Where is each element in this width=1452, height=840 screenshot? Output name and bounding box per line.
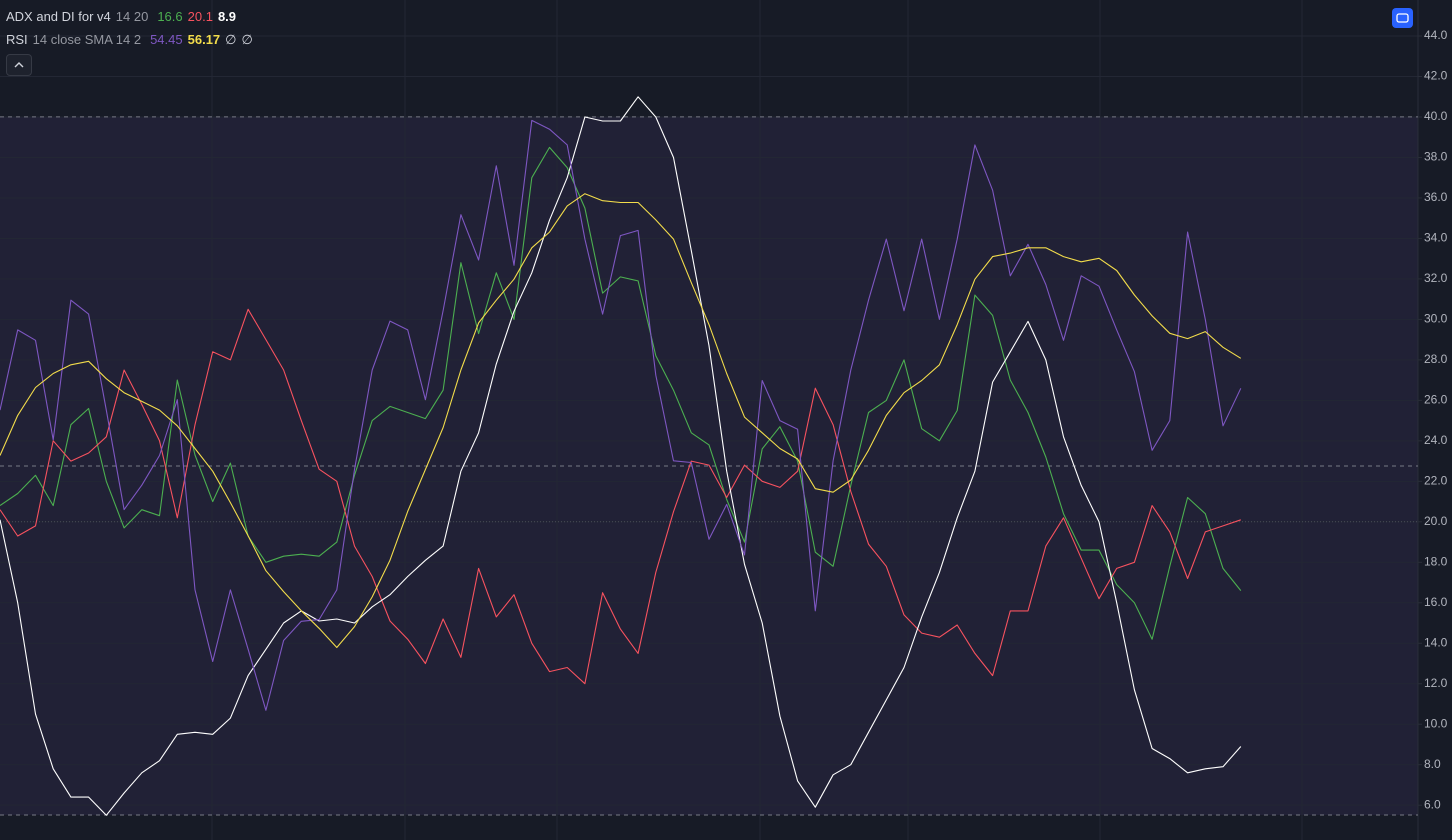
y-tick-label: 26.0 bbox=[1424, 393, 1448, 407]
indicator-name: ADX and DI for v4 bbox=[6, 9, 111, 24]
readout-value: 16.6 bbox=[157, 9, 183, 24]
readout-extra: ∅ bbox=[241, 32, 253, 47]
y-tick-label: 40.0 bbox=[1424, 109, 1448, 123]
y-tick-label: 12.0 bbox=[1424, 676, 1448, 690]
y-tick-label: 22.0 bbox=[1424, 474, 1448, 488]
series-line bbox=[0, 193, 1242, 649]
maximize-button[interactable] bbox=[1392, 8, 1413, 28]
y-tick-label: 8.0 bbox=[1424, 757, 1441, 771]
y-tick-label: 42.0 bbox=[1424, 69, 1448, 83]
maximize-icon bbox=[1396, 13, 1409, 23]
y-tick-label: 36.0 bbox=[1424, 190, 1448, 204]
legend-row[interactable]: RSI 14 close SMA 14 2 54.45 56.17 ∅ ∅ bbox=[6, 31, 258, 54]
readout-value: 8.9 bbox=[217, 9, 237, 24]
legend-row[interactable]: ADX and DI for v4 14 20 16.6 20.1 8.9 bbox=[6, 8, 258, 31]
readout-extra: ∅ bbox=[225, 32, 237, 47]
series-line bbox=[0, 96, 1242, 816]
y-tick-label: 28.0 bbox=[1424, 352, 1448, 366]
y-tick-label: 32.0 bbox=[1424, 271, 1448, 285]
series-line bbox=[0, 146, 1242, 640]
collapse-button[interactable] bbox=[6, 54, 32, 76]
y-tick-label: 38.0 bbox=[1424, 150, 1448, 164]
y-tick-label: 44.0 bbox=[1424, 28, 1448, 42]
y-tick-label: 34.0 bbox=[1424, 231, 1448, 245]
indicator-params: 14 close SMA 14 2 bbox=[32, 32, 142, 47]
y-tick-label: 10.0 bbox=[1424, 716, 1448, 730]
y-tick-label: 6.0 bbox=[1424, 797, 1441, 811]
series-line bbox=[0, 308, 1241, 685]
y-tick-label: 18.0 bbox=[1424, 554, 1448, 568]
collapse-icon bbox=[14, 62, 24, 68]
readout-value: 20.1 bbox=[187, 9, 213, 24]
readout-value: 56.17 bbox=[187, 32, 221, 47]
y-tick-label: 30.0 bbox=[1424, 312, 1448, 326]
series-line bbox=[0, 119, 1242, 711]
y-tick-label: 24.0 bbox=[1424, 433, 1448, 447]
readout-value: 54.45 bbox=[150, 32, 183, 47]
y-tick-label: 16.0 bbox=[1424, 595, 1448, 609]
y-tick-label: 20.0 bbox=[1424, 514, 1448, 528]
indicator-params: 14 20 bbox=[115, 9, 149, 24]
y-tick-label: 14.0 bbox=[1424, 635, 1448, 649]
legend: ADX and DI for v4 14 20 16.6 20.1 8.9 RSI 14 c… bbox=[6, 8, 258, 54]
indicator-name: RSI bbox=[6, 32, 28, 47]
